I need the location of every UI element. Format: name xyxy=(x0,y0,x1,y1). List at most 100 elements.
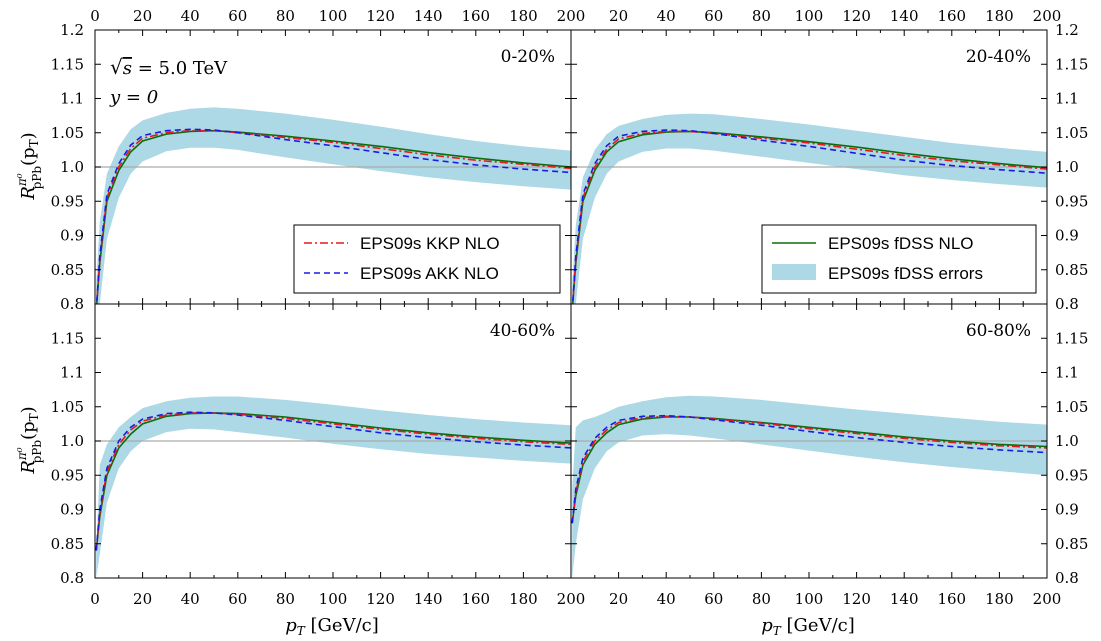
y-tick-label: 1.15 xyxy=(1055,329,1088,347)
x-tick-label: 160 xyxy=(937,7,966,25)
kkp-curve xyxy=(571,130,1047,304)
y-tick-label: 0.85 xyxy=(51,261,84,279)
fdss-curve xyxy=(571,130,1047,304)
fdss-error-band xyxy=(572,395,1047,578)
y-tick-label: 1.2 xyxy=(1055,21,1079,39)
centrality-label: 20-40% xyxy=(966,47,1031,67)
centrality-label: 0-20% xyxy=(501,47,555,67)
x-tick-label: 60 xyxy=(704,590,723,608)
x-tick-label: 120 xyxy=(366,7,395,25)
akk-curve xyxy=(571,129,1047,304)
x-tick-label: 180 xyxy=(509,590,538,608)
y-tick-label: 0.9 xyxy=(60,227,84,245)
centrality-label: 60-80% xyxy=(966,321,1031,341)
x-tick-label: 100 xyxy=(319,590,348,608)
panel-20-40%: 20-40% xyxy=(570,29,1048,305)
right-y-tick-labels: 0.8 0.85 0.9 0.95 1.0 1.05 1.1 1.15 1.2 0.8 0.85 0.… xyxy=(1055,21,1088,587)
legend-kkp-label: EPS09s KKP NLO xyxy=(360,234,500,253)
x-tick-label: 60 xyxy=(704,7,723,25)
xlabel-symbol-2: p xyxy=(761,615,773,636)
y-tick-label: 1.1 xyxy=(1055,364,1079,382)
y-tick-label: 1.0 xyxy=(60,432,84,450)
left-y-tick-labels: 0.8 0.85 0.9 0.95 1.0 1.05 1.1 1.15 1.2 0.8 0.85 0.… xyxy=(51,21,84,587)
x-tick-label: 120 xyxy=(842,7,871,25)
x-tick-label: 60 xyxy=(228,7,247,25)
x-tick-label: 200 xyxy=(1033,7,1062,25)
y-tick-label: 0.8 xyxy=(1055,569,1079,587)
y-tick-label: 0.85 xyxy=(51,535,84,553)
panel-60-80%: 60-80% xyxy=(570,303,1048,579)
y-tick-label: 1.15 xyxy=(51,55,84,73)
y-tick-label: 1.1 xyxy=(60,90,84,108)
sqrt-s-symbol: s xyxy=(123,58,132,79)
svg-text:Rπ⁰pPb(pT): Rπ⁰pPb(pT) xyxy=(15,406,44,474)
ylabel-symbol-2: R xyxy=(18,460,39,475)
y-tick-label: 1.1 xyxy=(60,364,84,382)
ylabel-arg-2: (p xyxy=(18,421,39,440)
y-tick-label: 1.0 xyxy=(60,158,84,176)
x-tick-label: 20 xyxy=(133,7,152,25)
y-axis-title-bottom: Rπ⁰pPb(pT) xyxy=(15,406,44,474)
ylabel-close-2: ) xyxy=(18,406,39,413)
x-tick-label: 140 xyxy=(414,590,443,608)
panel-ticks xyxy=(94,303,572,579)
panel-plot-area xyxy=(571,113,1047,304)
x-tick-label: 80 xyxy=(276,590,295,608)
fdss-error-band xyxy=(96,396,571,578)
y-tick-label: 0.9 xyxy=(60,501,84,519)
ylabel-arg: (p xyxy=(18,147,39,166)
ylabel-argsub-2: T xyxy=(27,413,41,421)
x-tick-label: 100 xyxy=(795,7,824,25)
panel-ticks xyxy=(570,303,1048,579)
y-tick-label: 0.8 xyxy=(1055,295,1079,313)
xlabel-symbol: p xyxy=(285,615,297,636)
x-tick-label: 20 xyxy=(609,7,628,25)
legend-fdss-label: EPS09s fDSS NLO xyxy=(828,234,974,253)
x-tick-label: 140 xyxy=(414,7,443,25)
x-tick-label: 180 xyxy=(509,7,538,25)
ylabel-sup: π⁰ xyxy=(15,173,29,187)
legend-right: EPS09s fDSS NLO EPS09s fDSS errors xyxy=(761,224,1037,294)
y-tick-label: 0.9 xyxy=(1055,227,1079,245)
y-tick-label: 1.05 xyxy=(1055,124,1088,142)
x-tick-label: 20 xyxy=(609,590,628,608)
x-tick-label: 80 xyxy=(752,590,771,608)
ylabel-symbol: R xyxy=(18,186,39,201)
x-tick-label: 40 xyxy=(181,590,200,608)
x-tick-label: 40 xyxy=(181,7,200,25)
panel-plot-area xyxy=(571,395,1047,578)
x-tick-label: 40 xyxy=(657,7,676,25)
legend-akk-label: EPS09s AKK NLO xyxy=(360,264,499,283)
legend-left-box xyxy=(293,224,561,294)
ylabel-sub-2: pPb xyxy=(30,440,44,464)
legend-band-swatch xyxy=(772,264,816,280)
xlabel-unit-2: [GeV/c] xyxy=(781,615,855,636)
x-tick-label: 180 xyxy=(985,7,1014,25)
ylabel-sub: pPb xyxy=(30,166,44,190)
x-tick-label: 160 xyxy=(461,7,490,25)
y-tick-label: 0.8 xyxy=(60,295,84,313)
x-tick-label: 200 xyxy=(557,590,586,608)
panel-40-60%: 40-60% xyxy=(94,303,572,579)
x-tick-label: 80 xyxy=(276,7,295,25)
x-tick-label: 0 xyxy=(90,590,100,608)
panels: 0-20% 20-40% 40-60% 60-80% xyxy=(94,29,1048,579)
kkp-curve xyxy=(95,129,571,304)
ylabel-argsub: T xyxy=(27,139,41,147)
akk-curve xyxy=(571,414,1047,524)
xlabel-sub-2: T xyxy=(773,624,782,638)
xlabel-sub: T xyxy=(297,624,306,638)
x-axis-title-left: pT [GeV/c] xyxy=(285,615,379,638)
y-tick-label: 0.95 xyxy=(1055,192,1088,210)
x-tick-label: 60 xyxy=(228,590,247,608)
akk-curve xyxy=(95,128,571,304)
legend-left: EPS09s KKP NLO EPS09s AKK NLO xyxy=(293,224,561,294)
svg-text:Rπ⁰pPb(pT): Rπ⁰pPb(pT) xyxy=(15,132,44,200)
y-tick-label: 0.95 xyxy=(51,466,84,484)
x-tick-label: 120 xyxy=(842,590,871,608)
y-tick-label: 1.15 xyxy=(1055,55,1088,73)
sqrt-s-value: = 5.0 TeV xyxy=(132,58,228,79)
x-tick-label: 200 xyxy=(1033,590,1062,608)
x-tick-label: 100 xyxy=(319,7,348,25)
y-tick-label: 1.0 xyxy=(1055,432,1079,450)
